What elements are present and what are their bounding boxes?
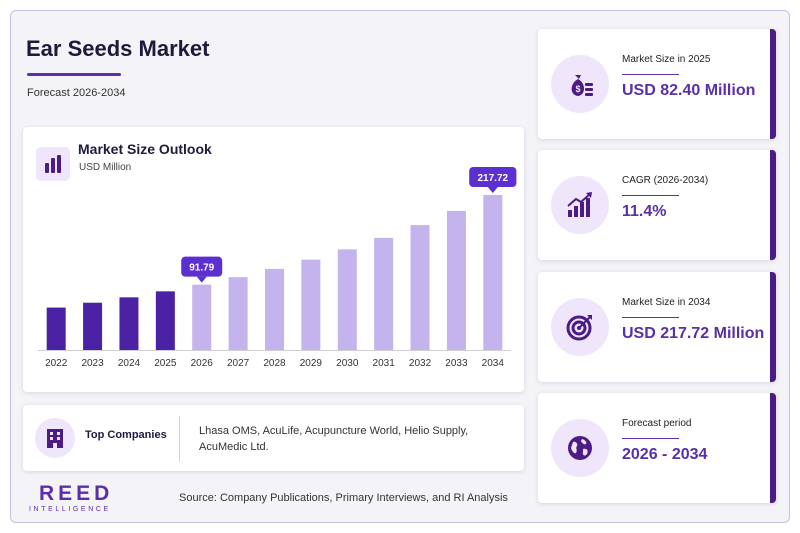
kpi-label: Forecast period xyxy=(622,418,692,429)
bar-2033 xyxy=(446,210,466,350)
kpi-divider xyxy=(622,195,679,196)
kpi-label: Market Size in 2034 xyxy=(622,297,711,308)
x-tick-label: 2034 xyxy=(482,358,505,369)
kpi-card-market-size-2034: Market Size in 2034 USD 217.72 Million xyxy=(538,272,776,382)
x-tick-label: 2025 xyxy=(154,358,177,369)
x-tick-label: 2022 xyxy=(45,358,68,369)
title-underline xyxy=(27,73,121,76)
x-tick-label: 2027 xyxy=(227,358,250,369)
svg-text:91.79: 91.79 xyxy=(189,263,214,274)
kpi-divider xyxy=(622,317,679,318)
bar-2028 xyxy=(265,268,284,350)
growth-chart-icon xyxy=(551,176,609,234)
kpi-divider xyxy=(622,438,679,439)
logo-tagline: INTELLIGENCE xyxy=(29,506,111,513)
bar-chart-icon xyxy=(36,147,70,181)
companies-label: Top Companies xyxy=(85,429,167,441)
bar-2027 xyxy=(228,277,248,350)
kpi-value: USD 217.72 Million xyxy=(622,325,765,342)
svg-text:$: $ xyxy=(575,84,580,94)
companies-card: Top Companies Lhasa OMS, AcuLife, Acupun… xyxy=(23,405,524,471)
chart-card: Market Size Outlook USD Million 2022 2023… xyxy=(23,127,524,392)
page-title: Ear Seeds Market xyxy=(26,36,210,61)
bar-2031 xyxy=(374,237,394,350)
x-tick-label: 2030 xyxy=(336,358,359,369)
bar-2022 xyxy=(46,307,66,350)
target-icon xyxy=(551,298,609,356)
kpi-value: 2026 - 2034 xyxy=(622,446,708,463)
bar-2023 xyxy=(83,302,103,350)
bar-2025 xyxy=(155,291,175,350)
logo-wordmark: REED xyxy=(39,482,114,505)
page-subtitle: Forecast 2026-2034 xyxy=(27,87,126,99)
data-label-2026: 91.79 xyxy=(181,256,223,283)
source-note: Source: Company Publications, Primary In… xyxy=(179,492,508,504)
kpi-card-market-size-2025: $ Market Size in 2025 USD 82.40 Million xyxy=(538,29,776,139)
kpi-label: Market Size in 2025 xyxy=(622,54,711,65)
globe-icon xyxy=(551,419,609,477)
bar-2030 xyxy=(337,249,357,350)
kpi-card-cagr: CAGR (2026-2034) 11.4% xyxy=(538,150,776,260)
bar-chart: 2022 2023 2024 2025 2026 2027 2028 2029 2030 2031… xyxy=(38,167,517,369)
x-tick-label: 2033 xyxy=(445,358,468,369)
companies-list: Lhasa OMS, AcuLife, Acupuncture World, H… xyxy=(199,425,469,453)
x-tick-label: 2032 xyxy=(409,358,432,369)
kpi-card-forecast-period: Forecast period 2026 - 2034 xyxy=(538,393,776,503)
chart-unit: USD Million xyxy=(79,162,132,173)
data-label-2034: 217.72 xyxy=(469,167,517,193)
x-tick-label: 2031 xyxy=(373,358,396,369)
kpi-divider xyxy=(622,74,679,75)
x-tick-label: 2026 xyxy=(191,358,214,369)
x-tick-label: 2029 xyxy=(300,358,323,369)
x-tick-label: 2024 xyxy=(118,358,141,369)
companies-divider xyxy=(179,416,180,462)
x-tick-label: 2028 xyxy=(263,358,286,369)
kpi-label: CAGR (2026-2034) xyxy=(622,175,709,186)
bar-2032 xyxy=(410,225,430,350)
money-bag-icon: $ xyxy=(551,55,609,113)
bar-2034 xyxy=(483,195,503,350)
bar-2029 xyxy=(301,259,321,350)
bar-2026 xyxy=(192,284,212,350)
building-icon xyxy=(35,418,75,458)
chart-title: Market Size Outlook xyxy=(78,141,212,157)
kpi-value: 11.4% xyxy=(622,203,667,220)
x-tick-label: 2023 xyxy=(81,358,104,369)
svg-text:217.72: 217.72 xyxy=(478,173,509,184)
bar-2024 xyxy=(119,297,139,350)
kpi-value: USD 82.40 Million xyxy=(622,82,756,99)
